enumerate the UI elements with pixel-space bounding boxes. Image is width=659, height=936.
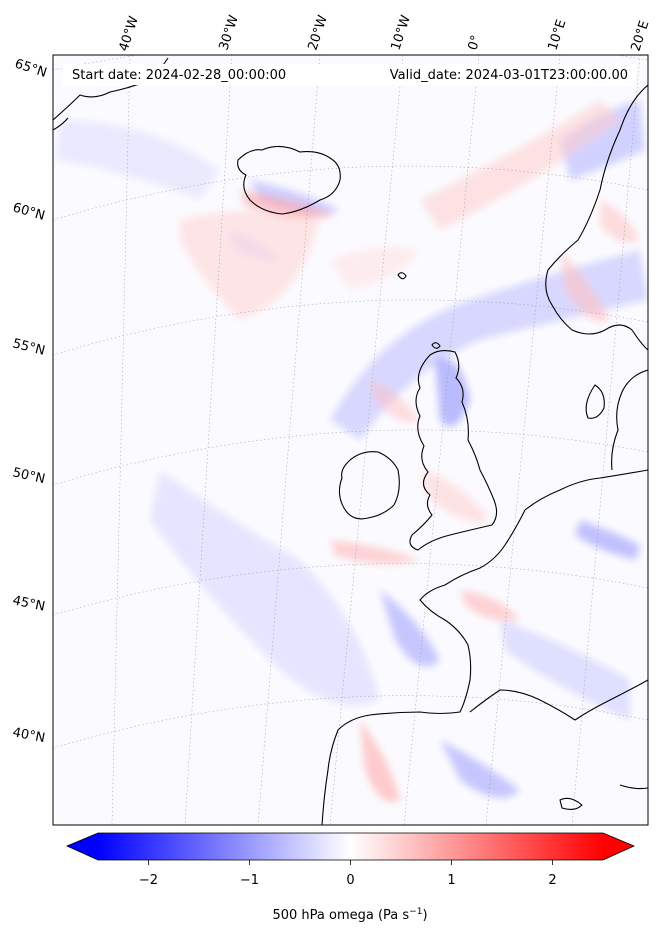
colorbar-tick-label: −1: [240, 873, 259, 888]
colorbar-label: 500 hPa omega (Pa s−1): [272, 907, 427, 923]
colorbar-extend-max: [603, 833, 634, 860]
start-date-text: Start date: 2024-02-28_00:00:00: [72, 68, 286, 83]
colorbar-tick-label: −2: [139, 873, 158, 888]
lat-label: 55°N: [11, 336, 46, 358]
graticule: [53, 55, 648, 825]
omega-field: [55, 100, 648, 802]
lat-label: 65°N: [13, 57, 49, 81]
lon-label: 20°E: [629, 19, 653, 53]
map-panel: [52, 54, 649, 826]
lat-label: 45°N: [11, 593, 46, 614]
lon-label: 20°W: [306, 13, 331, 52]
colorbar-extend-min: [67, 833, 98, 860]
lon-label: 10°E: [546, 18, 570, 52]
colorbar-tick-label: 1: [447, 873, 455, 888]
lat-label: 60°N: [11, 200, 47, 223]
lon-label: 30°W: [217, 13, 242, 52]
lon-label: 0°: [466, 34, 485, 53]
colorbar-body: [98, 833, 603, 860]
lon-label: 40°W: [117, 14, 142, 53]
date-header: Start date: 2024-02-28_00:00:00 Valid_da…: [62, 64, 636, 85]
lat-label: 40°N: [11, 725, 46, 746]
colorbar: −2 −1 0 1 2 500 hPa omega (Pa s−1): [65, 832, 636, 923]
lat-label: 50°N: [11, 465, 46, 487]
colorbar-tick-label: 0: [346, 873, 354, 888]
longitude-labels: 40°W 30°W 20°W 10°W 0° 10°E 20°E: [117, 13, 653, 53]
lon-label: 10°W: [389, 13, 414, 52]
latitude-labels: 65°N 60°N 55°N 50°N 45°N 40°N: [11, 57, 49, 747]
colorbar-ticks: −2 −1 0 1 2: [139, 860, 557, 888]
valid-date-text: Valid_date: 2024-03-01T23:00:00.00: [390, 68, 628, 83]
colorbar-tick-label: 2: [548, 873, 556, 888]
